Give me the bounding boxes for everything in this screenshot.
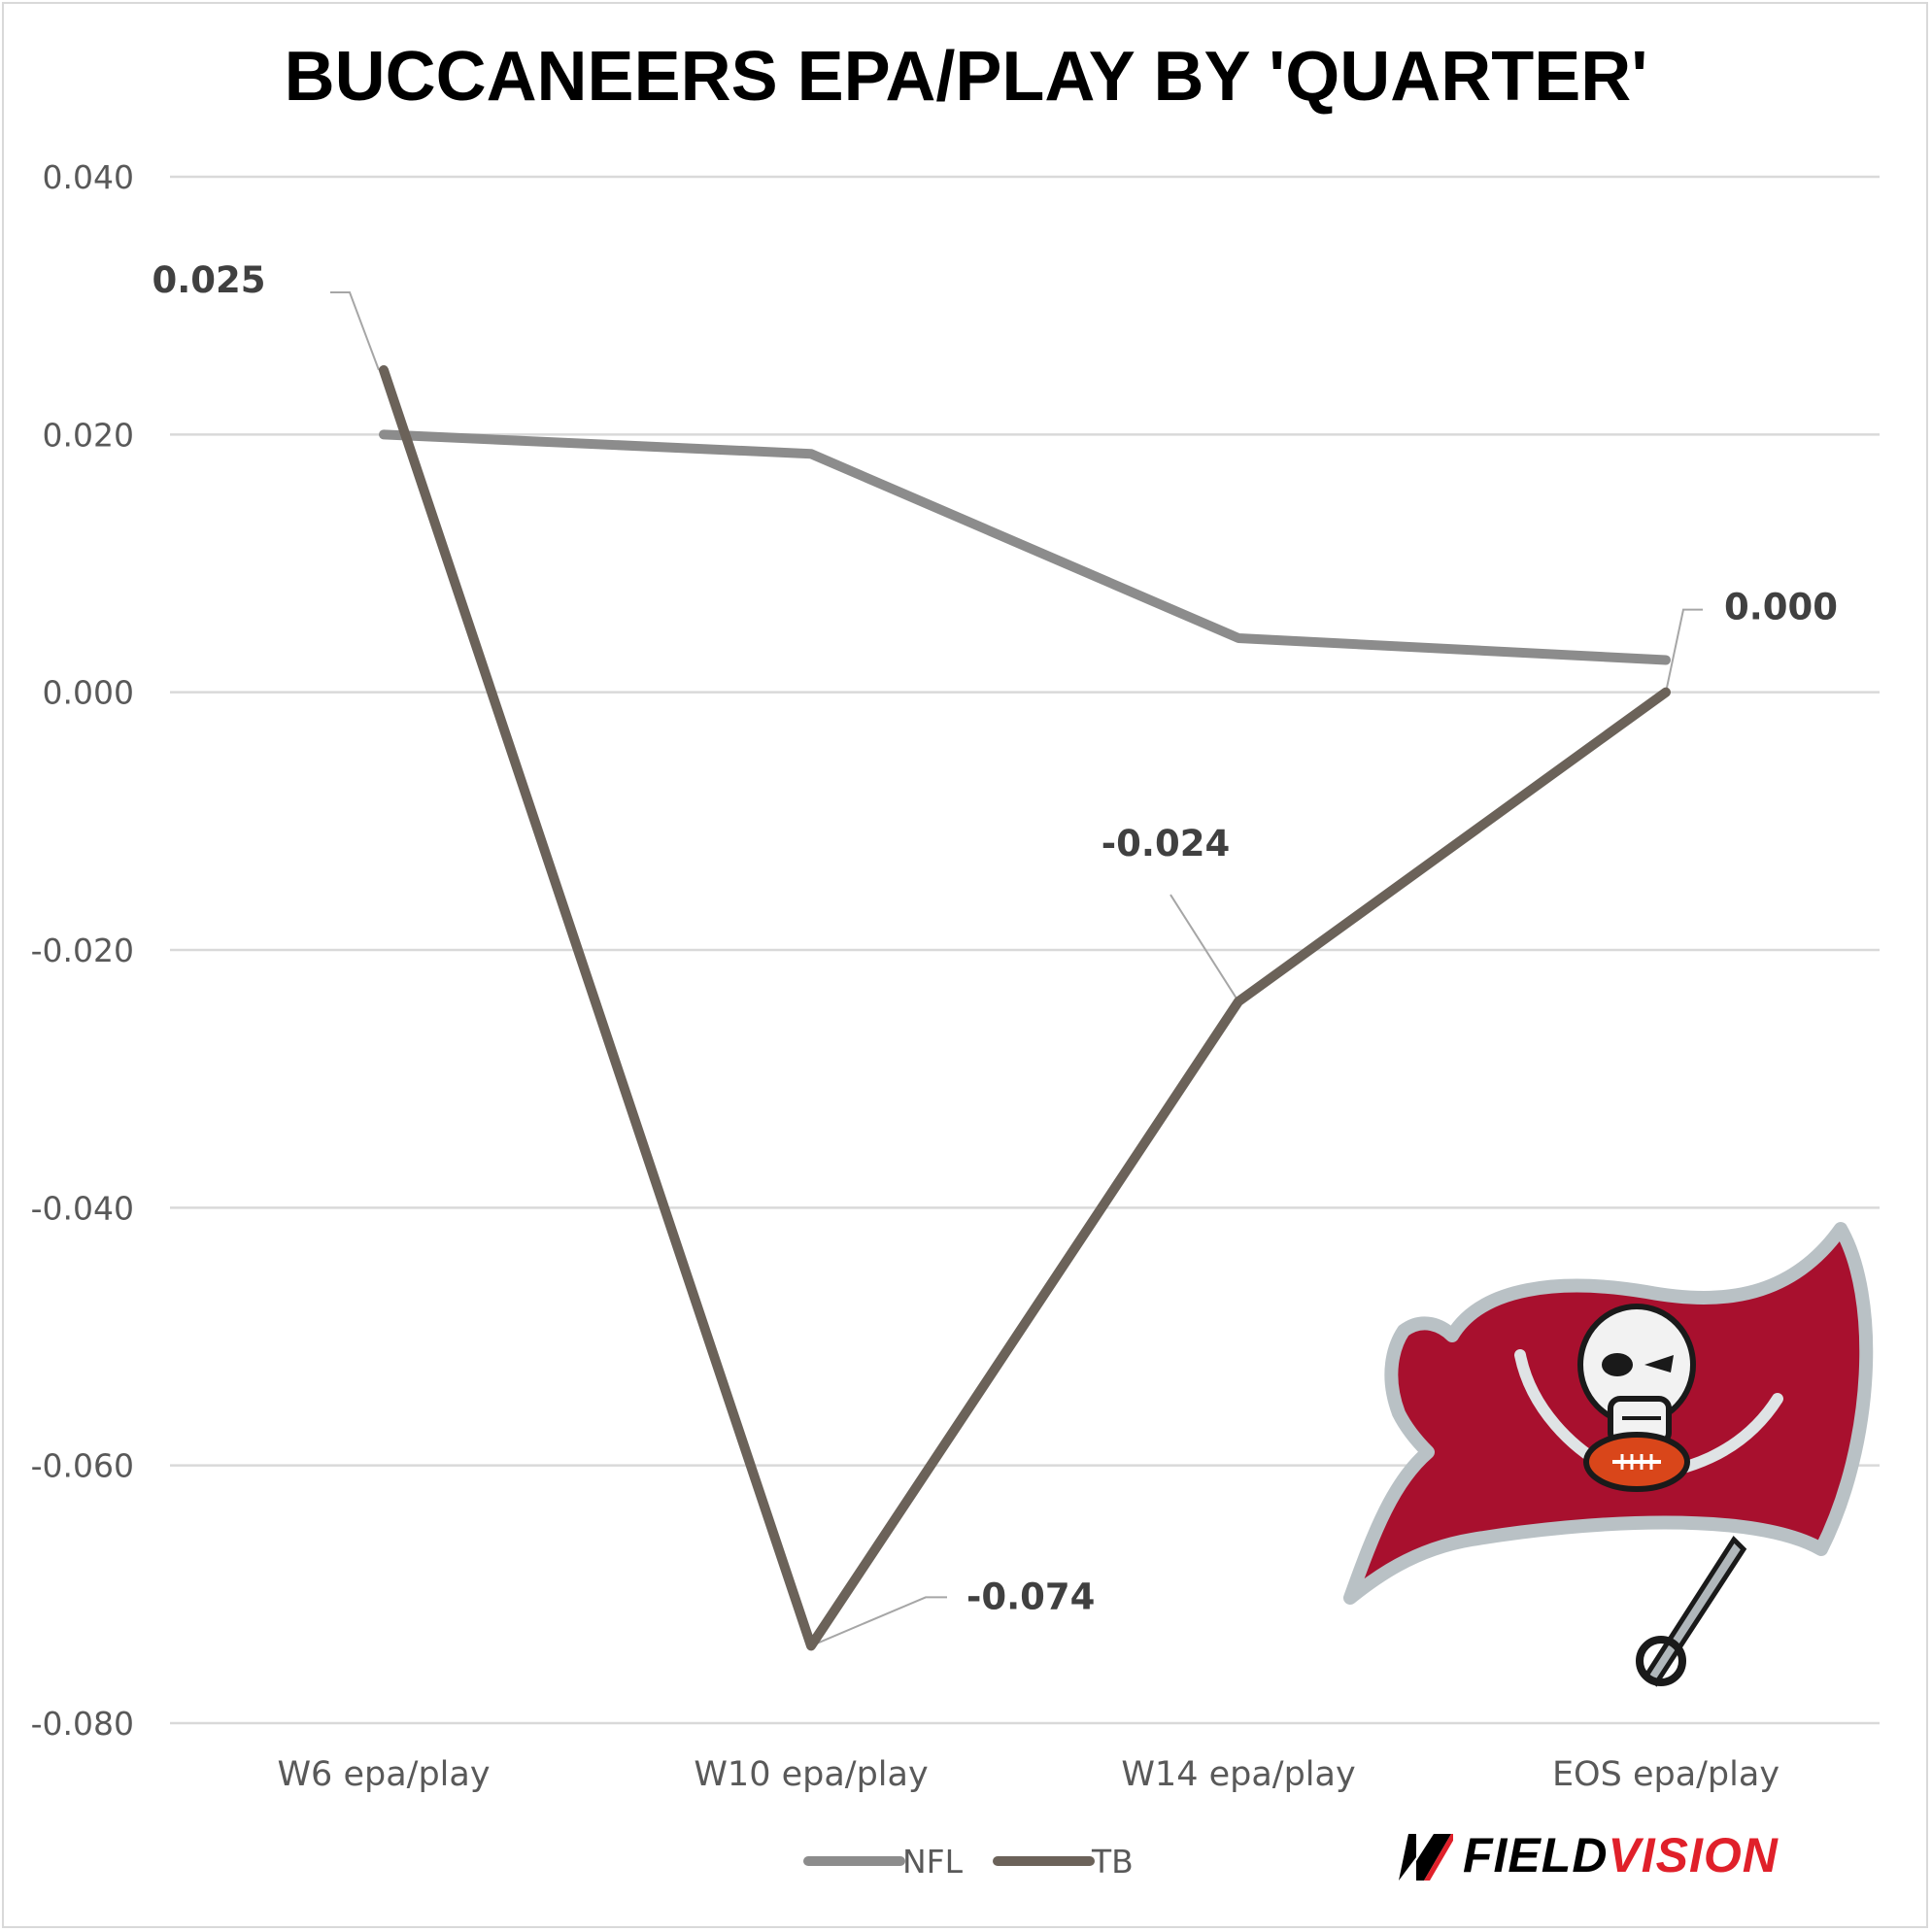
leader-line: [330, 291, 380, 371]
data-label: -0.024: [1102, 823, 1230, 864]
y-tick-label: 0.040: [43, 158, 134, 196]
brand-field-text: FIELD: [1463, 1828, 1609, 1882]
y-tick-label: -0.060: [31, 1447, 134, 1485]
brand-vision-text: VISION: [1608, 1828, 1779, 1882]
legend: NFL TB: [803, 1843, 1134, 1881]
x-tick-label: EOS epa/play: [1552, 1755, 1779, 1794]
x-axis-ticks: W6 epa/play W10 epa/play W14 epa/play EOS e…: [277, 1755, 1779, 1794]
data-label: 0.025: [152, 259, 265, 301]
series-line-nfl: [379, 429, 1671, 665]
leader-line: [810, 1596, 947, 1647]
y-axis-ticks: 0.040 0.020 0.000 -0.020 -0.040 -0.060 -0.080: [31, 158, 134, 1743]
fieldvision-wordmark: FIELDVISION: [1463, 1827, 1779, 1883]
y-tick-label: 0.020: [43, 416, 134, 454]
y-tick-label: -0.040: [31, 1189, 134, 1227]
y-tick-label: 0.000: [43, 674, 134, 712]
legend-label-tb: TB: [1091, 1843, 1134, 1881]
fieldvision-logo: FIELDVISION: [1395, 1826, 1779, 1884]
label-leader-lines: [330, 291, 1703, 1647]
chart-title: BUCCANEERS EPA/PLAY BY 'QUARTER': [284, 38, 1648, 116]
leader-line: [1169, 894, 1239, 1002]
fieldvision-mark-icon: [1399, 1834, 1453, 1881]
data-label: -0.074: [966, 1576, 1095, 1617]
x-tick-label: W10 epa/play: [694, 1755, 928, 1794]
legend-label-nfl: NFL: [902, 1843, 964, 1881]
x-tick-label: W14 epa/play: [1121, 1755, 1355, 1794]
y-tick-label: -0.080: [31, 1705, 134, 1743]
data-label: 0.000: [1724, 587, 1838, 628]
series-lines: [379, 365, 1671, 1651]
leader-line: [1665, 608, 1703, 693]
x-tick-label: W6 epa/play: [277, 1755, 490, 1794]
series-line-tb: [379, 365, 1671, 1651]
y-tick-label: -0.020: [31, 932, 134, 969]
data-labels: 0.025 -0.074 -0.024 0.000: [152, 259, 1838, 1617]
buccaneers-flag-logo: [1343, 1222, 1874, 1687]
